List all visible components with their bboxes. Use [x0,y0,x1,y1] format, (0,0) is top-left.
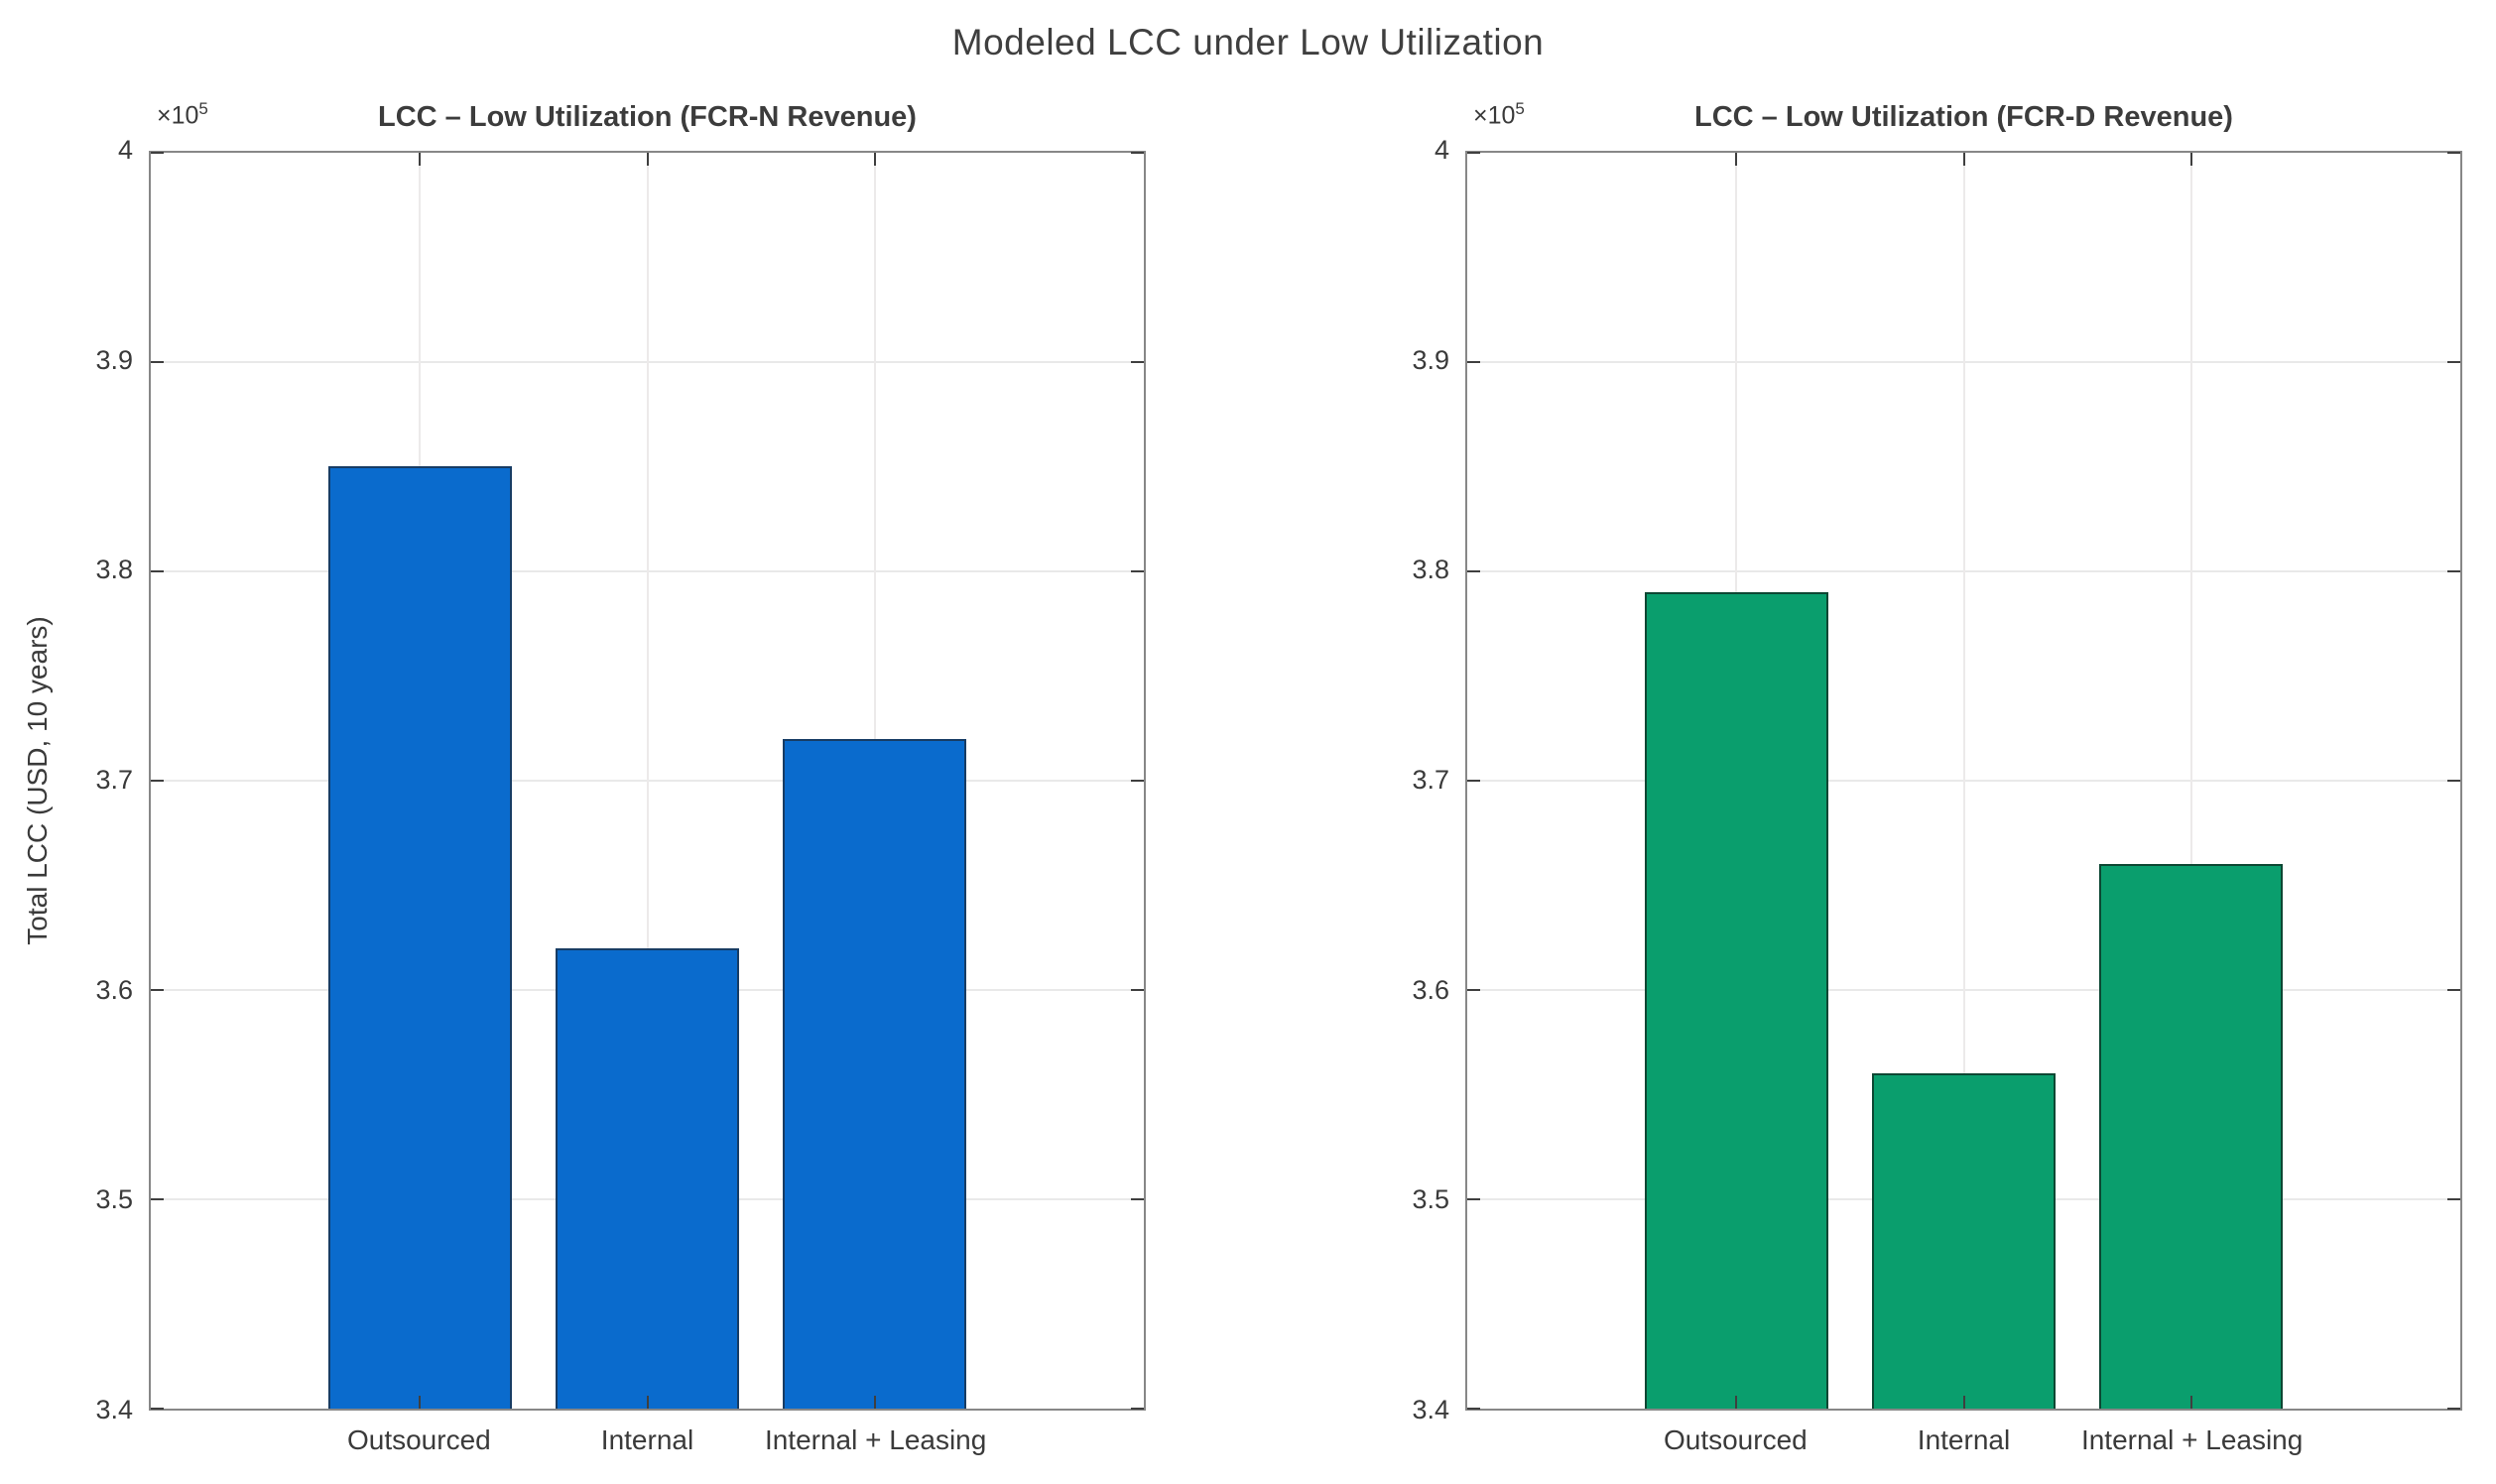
y-tick-label: 3.4 [1412,1395,1449,1424]
y-tick-label: 3.6 [95,974,133,1005]
bar-internal-leasing [2099,864,2284,1409]
plot-area [149,151,1146,1411]
x-tick-mark [873,153,876,166]
plot-area [1465,151,2462,1411]
x-tick-label: Internal + Leasing [764,1424,987,1455]
y-tick-mark [1131,989,1144,991]
x-tick-mark [2189,1396,2192,1409]
y-tick-label: 4 [117,135,133,165]
bar-internal [1871,1073,2057,1409]
y-tick-mark [2447,1408,2460,1410]
y-tick-mark [1467,780,1480,782]
y-tick-mark [1467,361,1480,363]
y-tick-mark [2447,780,2460,782]
bar-outsourced [327,466,512,1409]
x-tick-label: Internal [600,1424,694,1455]
v-gridline [646,153,649,1409]
bar-outsourced [1644,592,1828,1409]
x-tick-mark [1962,153,1965,166]
y-tick-mark [1131,361,1144,363]
y-tick-mark [1131,570,1144,572]
y-tick-mark [2447,1198,2460,1200]
panel-title: LCC – Low Utilization (FCR-D Revenue) [1694,101,2233,133]
x-tick-mark [1962,1396,1965,1409]
y-tick-label: 3.5 [95,1184,133,1215]
x-tick-mark [873,1396,876,1409]
x-tick-mark [419,1396,422,1409]
y-tick-label: 3.6 [1412,974,1449,1005]
panel-title: LCC – Low Utilization (FCR-N Revenue) [378,101,917,133]
bar-internal-leasing [783,739,967,1409]
x-tick-label: Outsourced [346,1424,491,1455]
y-tick-mark [1131,1198,1144,1200]
y-tick-mark [1467,1408,1480,1410]
y-tick-label: 3.8 [95,555,133,585]
y-tick-mark [151,570,164,572]
y-tick-mark [1131,1408,1144,1410]
y-tick-mark [151,780,164,782]
x-tick-mark [2189,153,2192,166]
bar-internal [555,948,740,1409]
y-tick-label: 4 [1434,135,1449,165]
y-axis-multiplier-label: ×105 [157,99,208,130]
y-tick-label: 3.9 [1412,344,1449,375]
x-tick-mark [646,153,649,166]
y-tick-label: 3.5 [1412,1184,1449,1215]
y-tick-mark [1131,780,1144,782]
y-tick-label: 3.4 [95,1395,133,1424]
y-tick-mark [151,1198,164,1200]
x-tick-label: Internal [1917,1424,2011,1455]
x-tick-mark [646,1396,649,1409]
y-tick-mark [1131,152,1144,154]
x-tick-mark [1735,153,1738,166]
y-tick-mark [151,361,164,363]
v-gridline [1962,153,1965,1409]
x-tick-label: Internal + Leasing [2080,1424,2304,1455]
y-tick-mark [1467,152,1480,154]
x-tick-mark [419,153,422,166]
x-tick-label: Outsourced [1663,1424,1808,1455]
y-tick-mark [1467,1198,1480,1200]
y-tick-label: 3.8 [1412,555,1449,585]
y-tick-mark [151,1408,164,1410]
figure-title: Modeled LCC under Low Utilization [951,22,1545,62]
y-tick-mark [2447,989,2460,991]
y-tick-mark [151,989,164,991]
x-tick-mark [1735,1396,1738,1409]
y-tick-label: 3.7 [1412,765,1449,795]
y-tick-mark [2447,361,2460,363]
y-tick-mark [2447,152,2460,154]
y-tick-mark [1467,989,1480,991]
v-gridline [2189,153,2192,1409]
y-axis-multiplier-label: ×105 [1473,99,1525,130]
y-tick-label: 3.7 [95,765,133,795]
y-tick-mark [1467,570,1480,572]
y-tick-mark [151,152,164,154]
y-tick-mark [2447,570,2460,572]
y-tick-label: 3.9 [95,344,133,375]
